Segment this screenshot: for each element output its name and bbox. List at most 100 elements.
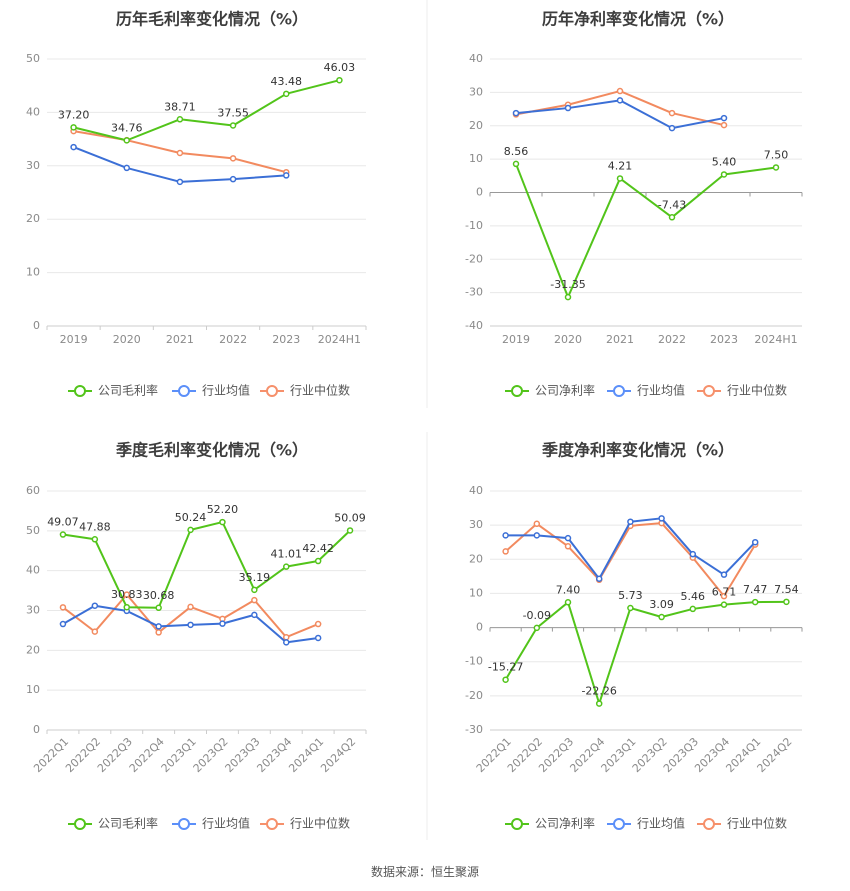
- data-point: [502, 548, 509, 555]
- series-line: [504, 600, 787, 705]
- data-point: [314, 620, 322, 628]
- data-label: 7.50: [764, 148, 789, 161]
- legend-marker-icon: [703, 818, 715, 830]
- data-point: [176, 178, 184, 186]
- x-tick-label: 2024Q2: [755, 735, 795, 775]
- data-point: [564, 543, 572, 550]
- data-point: [658, 613, 665, 621]
- y-tick-label: 10: [26, 266, 40, 279]
- y-tick-label: 10: [469, 152, 483, 165]
- y-tick-label: 20: [26, 212, 40, 225]
- data-label: 5.73: [618, 589, 643, 602]
- y-tick-label: -20: [465, 252, 483, 265]
- data-point: [564, 293, 572, 301]
- data-label: 7.47: [743, 583, 768, 596]
- data-point: [533, 624, 541, 632]
- data-point: [720, 571, 728, 578]
- chart-title: 历年毛利率变化情况（%）: [116, 10, 308, 29]
- x-tick-label: 2024H1: [318, 333, 361, 346]
- y-tick-label: 0: [33, 319, 40, 332]
- y-tick-label: -30: [465, 723, 483, 736]
- legend-item[interactable]: 行业均值: [172, 383, 250, 398]
- y-tick-label: 10: [469, 586, 483, 599]
- y-tick-label: -10: [465, 655, 483, 668]
- y-tick-label: 20: [26, 643, 40, 656]
- data-point: [689, 550, 697, 558]
- data-point: [91, 628, 99, 635]
- data-label: 30.68: [143, 589, 175, 602]
- data-point: [616, 175, 624, 182]
- data-label: -7.43: [658, 198, 686, 211]
- legend-label: 行业中位数: [727, 383, 787, 398]
- data-point: [533, 532, 541, 539]
- data-label: -15.27: [488, 661, 523, 674]
- legend-label: 公司净利率: [535, 816, 595, 831]
- chart-title: 历年净利率变化情况（%）: [542, 10, 734, 29]
- legend-label: 行业中位数: [290, 383, 350, 398]
- data-point: [59, 531, 67, 538]
- data-label: 49.07: [47, 516, 79, 529]
- series-line: [515, 90, 725, 127]
- legend-label: 行业中位数: [727, 816, 787, 831]
- data-point: [533, 520, 541, 528]
- data-point: [229, 155, 237, 162]
- data-point: [564, 534, 572, 542]
- y-tick-label: 40: [26, 105, 40, 118]
- data-point: [155, 623, 162, 630]
- legend-label: 行业中位数: [290, 816, 350, 831]
- legend-marker-icon: [74, 385, 86, 397]
- x-tick-label: 2022: [658, 333, 686, 346]
- data-label: 7.40: [556, 583, 581, 596]
- data-point: [283, 633, 290, 641]
- legend-item[interactable]: 公司净利率: [505, 816, 595, 831]
- series-line: [515, 163, 777, 299]
- legend-item[interactable]: 行业中位数: [697, 816, 787, 831]
- data-label: 4.21: [608, 159, 633, 172]
- chart-panel-2: 历年净利率变化情况（%） -40 -30 -20 -10 0 10 20 30 40 2019 202…: [465, 10, 803, 398]
- data-point: [616, 87, 624, 95]
- data-point: [283, 172, 290, 179]
- data-point: [176, 116, 184, 123]
- legend-label: 行业均值: [637, 816, 685, 831]
- chart-title: 季度毛利率变化情况（%）: [115, 441, 308, 460]
- x-tick-label: 2023: [710, 333, 738, 346]
- y-tick-label: 40: [469, 484, 483, 497]
- data-point: [283, 563, 290, 570]
- data-point: [59, 604, 67, 611]
- data-label: 37.20: [58, 108, 90, 121]
- y-tick-label: 20: [469, 119, 483, 132]
- legend-marker-icon: [511, 385, 523, 397]
- legend-item[interactable]: 公司毛利率: [68, 383, 158, 398]
- data-point: [658, 515, 665, 522]
- y-tick-label: 40: [26, 564, 40, 577]
- data-point: [627, 518, 634, 525]
- legend-item[interactable]: 行业均值: [607, 816, 685, 831]
- data-point: [123, 591, 130, 598]
- x-tick-label: 2024Q2: [318, 735, 358, 775]
- data-point: [123, 603, 130, 611]
- legend-item[interactable]: 行业中位数: [697, 383, 787, 398]
- data-point: [564, 599, 572, 606]
- data-label: 46.03: [324, 61, 356, 74]
- legend-item[interactable]: 行业中位数: [260, 816, 350, 831]
- legend-label: 公司毛利率: [98, 816, 158, 831]
- data-point: [502, 532, 509, 539]
- legend-item[interactable]: 行业中位数: [260, 383, 350, 398]
- data-point: [314, 557, 322, 565]
- legend-item[interactable]: 行业均值: [607, 383, 685, 398]
- legend-label: 公司净利率: [535, 383, 595, 398]
- x-tick-label: 2021: [166, 333, 194, 346]
- data-point: [219, 620, 226, 627]
- data-point: [176, 149, 184, 157]
- data-label: 47.88: [79, 520, 111, 533]
- data-point: [187, 603, 194, 611]
- legend-item[interactable]: 公司毛利率: [68, 816, 158, 831]
- y-tick-label: 40: [469, 52, 483, 65]
- legend-item[interactable]: 行业均值: [172, 816, 250, 831]
- data-point: [91, 602, 99, 609]
- data-label: 34.76: [111, 121, 143, 134]
- source-note: 数据来源：恒生聚源: [371, 864, 479, 879]
- legend-item[interactable]: 公司净利率: [505, 383, 595, 398]
- data-point: [187, 526, 194, 534]
- x-tick-label: 2024H1: [754, 333, 797, 346]
